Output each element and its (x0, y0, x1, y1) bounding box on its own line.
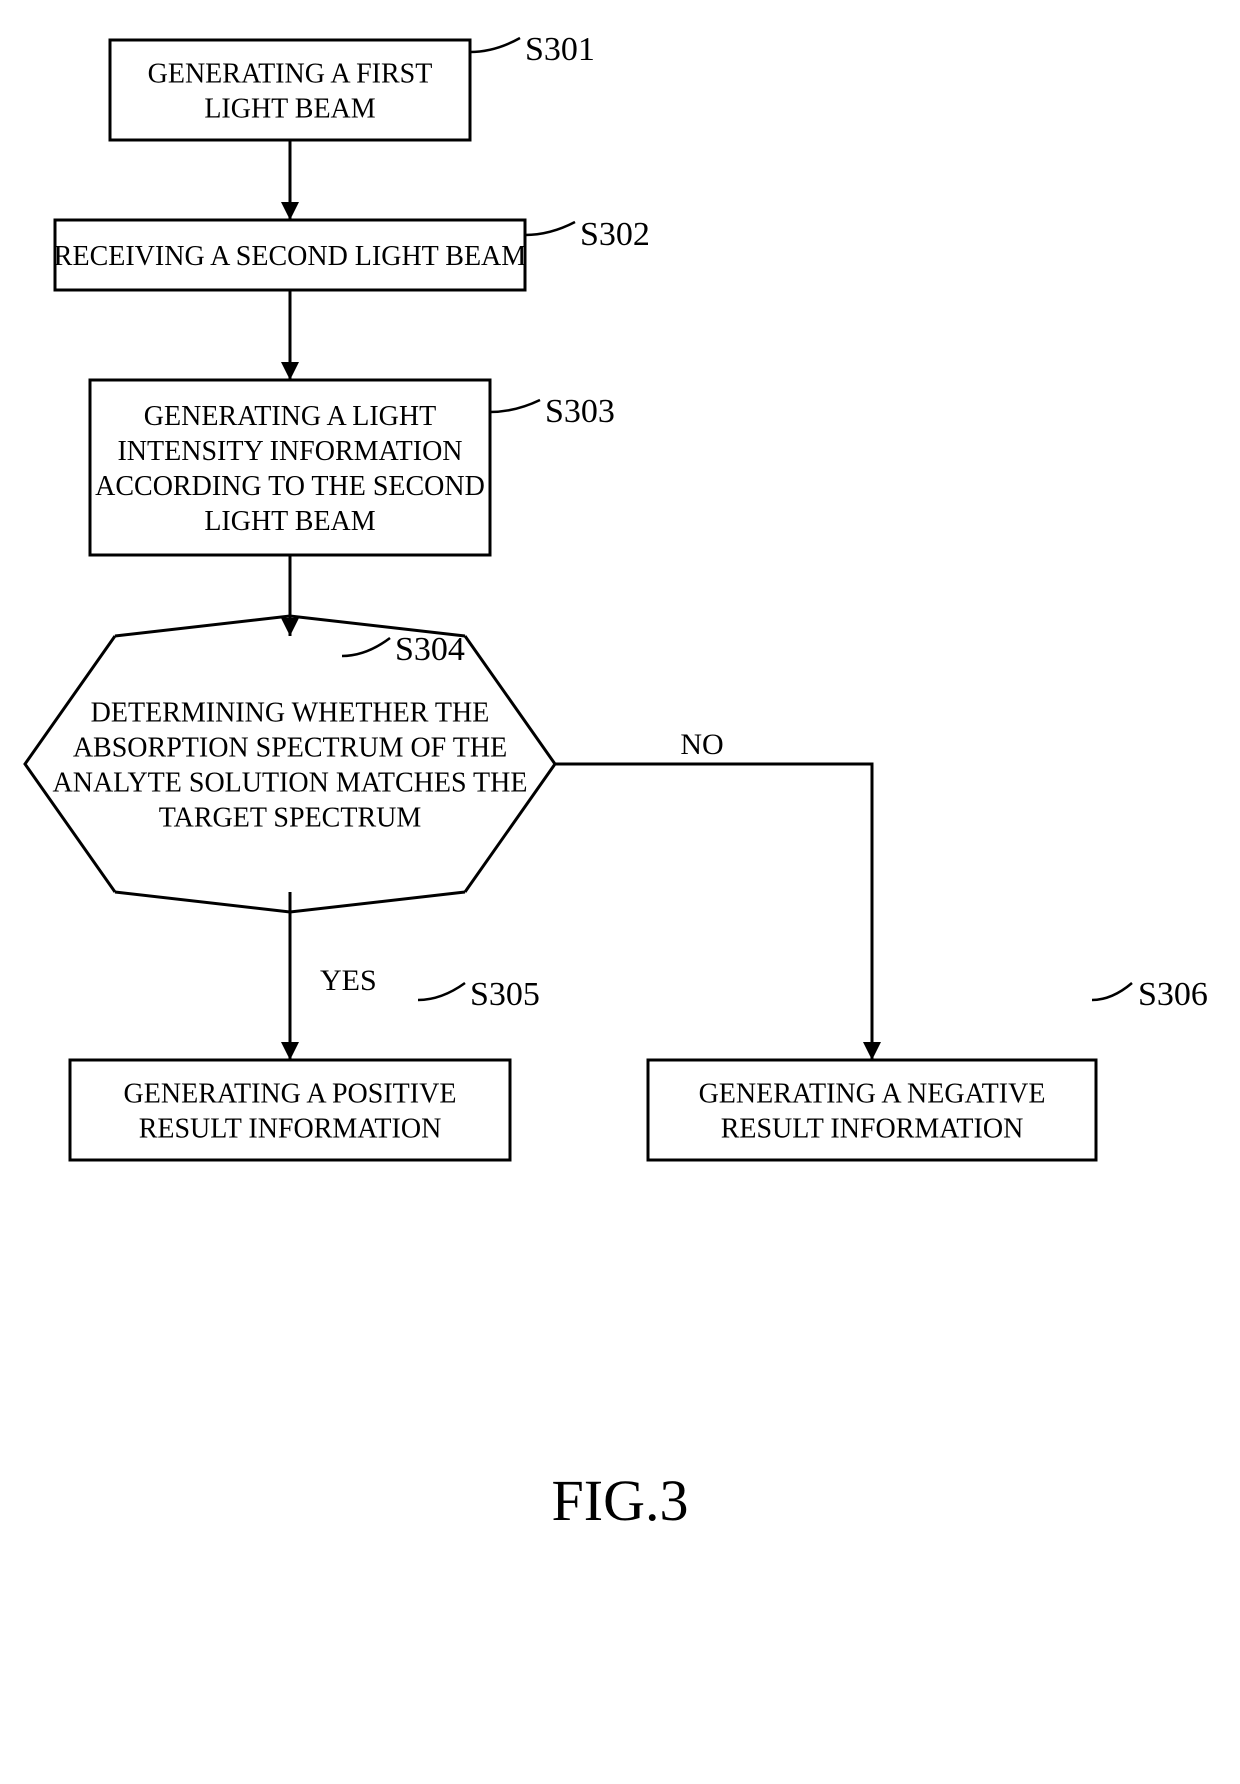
flowchart-diagram: YESNOGENERATING A FIRSTLIGHT BEAMS301REC… (0, 0, 1240, 1784)
step-label: S303 (545, 393, 615, 430)
callout-leader (490, 400, 540, 412)
callout-leader (470, 38, 520, 52)
arrowhead-icon (281, 362, 299, 380)
callout-leader (525, 222, 575, 235)
arrowhead-icon (281, 1042, 299, 1060)
callout-leader (418, 983, 465, 1000)
process-node (110, 40, 470, 140)
decision-node-bg (27, 638, 553, 890)
process-node (648, 1060, 1096, 1160)
arrowhead-icon (281, 202, 299, 220)
edge-label: NO (680, 728, 723, 761)
callout-leader (1092, 983, 1132, 1000)
arrowhead-icon (281, 618, 299, 636)
process-node (70, 1060, 510, 1160)
step-label: S304 (395, 631, 465, 668)
arrowhead-icon (863, 1042, 881, 1060)
edge-label: YES (320, 964, 377, 997)
step-label: S302 (580, 216, 650, 253)
step-label: S306 (1138, 976, 1208, 1013)
step-label: S305 (470, 976, 540, 1013)
step-label: S301 (525, 31, 595, 68)
figure-label: FIG.3 (552, 1468, 689, 1533)
process-node-text: RECEIVING A SECOND LIGHT BEAM (54, 241, 526, 272)
flow-connector (555, 764, 872, 1060)
